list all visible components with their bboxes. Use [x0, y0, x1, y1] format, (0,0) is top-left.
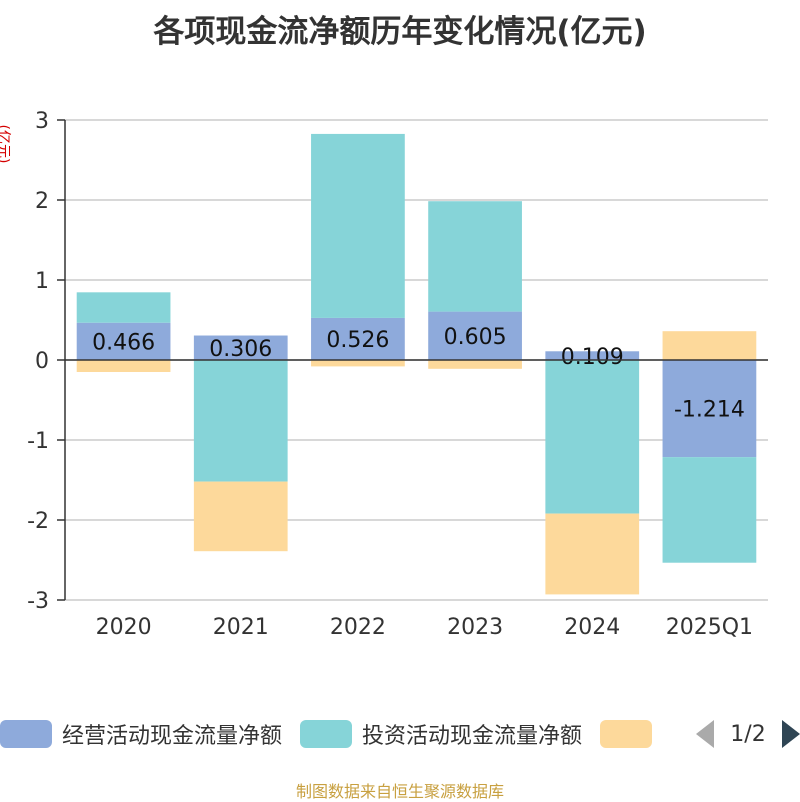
bar-financing-2023[interactable]	[428, 360, 522, 369]
bar-investing-2022[interactable]	[311, 133, 405, 318]
legend-pager: 1/2	[696, 716, 800, 752]
x-tick-label: 2022	[330, 615, 386, 640]
legend-prev-arrow-icon[interactable]	[696, 720, 714, 748]
y-tick-label: 1	[35, 269, 49, 294]
y-tick-label: -2	[27, 509, 49, 534]
bar-financing-2022[interactable]	[311, 360, 405, 367]
chart-svg: 0.466 0.306 0.526 0.605 0.109 -1.214 3 2 1 0 -1 -2…	[27, 109, 768, 640]
bar-operating-2020[interactable]	[76, 322, 171, 360]
bar-financing-2020[interactable]	[76, 360, 171, 372]
legend-swatch-investing	[300, 720, 353, 748]
legend-label-operating: 经营活动现金流量净额	[62, 724, 283, 749]
x-tick-label: 2023	[447, 615, 503, 640]
legend-item-investing[interactable]: 投资活动现金流量净额	[300, 718, 582, 750]
axes: 3 2 1 0 -1 -2 -3 2020 2021 2022 2023 2024 2025Q1	[27, 109, 768, 640]
bar-investing-2024[interactable]	[545, 360, 640, 514]
bar-value-label: -1.214	[674, 398, 745, 423]
x-tick-label: 2021	[213, 615, 269, 640]
bar-operating-2023[interactable]	[428, 311, 522, 360]
y-tick-label: 3	[35, 109, 49, 134]
legend-page-indicator: 1/2	[730, 721, 766, 747]
y-tick-label: 2	[35, 189, 49, 214]
legend: 经营活动现金流量净额 投资活动现金流量净额	[0, 716, 800, 752]
bar-value-label: 0.306	[209, 337, 272, 362]
bar-operating-2021[interactable]	[193, 335, 288, 360]
bars	[76, 133, 757, 595]
bar-financing-2024[interactable]	[545, 513, 640, 595]
legend-label-investing: 投资活动现金流量净额	[362, 724, 583, 749]
bar-financing-2021[interactable]	[193, 481, 288, 552]
source-footer: 制图数据来自恒生聚源数据库	[295, 782, 504, 801]
y-tick-label: -3	[27, 589, 49, 614]
bar-value-label: 0.526	[326, 328, 389, 353]
x-tick-label: 2020	[96, 615, 152, 640]
bar-operating-2025Q1[interactable]	[662, 360, 757, 458]
legend-item-financing[interactable]	[600, 720, 662, 748]
bar-value-label: 0.605	[444, 325, 507, 350]
legend-item-operating[interactable]: 经营活动现金流量净额	[0, 718, 282, 750]
chart-title: 各项现金流净额历年变化情况(亿元)	[153, 14, 647, 50]
bar-value-label: 0.109	[561, 345, 624, 370]
x-tick-label: 2024	[564, 615, 620, 640]
bar-investing-2021[interactable]	[193, 360, 288, 482]
bar-investing-2020[interactable]	[76, 292, 171, 323]
x-tick-label: 2025Q1	[666, 615, 753, 640]
bar-investing-2025Q1[interactable]	[662, 457, 757, 563]
bar-operating-2022[interactable]	[311, 317, 405, 360]
legend-swatch-financing	[600, 720, 653, 748]
bar-value-label: 0.466	[92, 330, 155, 355]
bar-financing-2025Q1[interactable]	[662, 331, 757, 360]
y-tick-label: 0	[35, 349, 49, 374]
bar-operating-2024[interactable]	[545, 351, 640, 360]
bar-investing-2023[interactable]	[428, 201, 522, 312]
bar-labels: 0.466 0.306 0.526 0.605 0.109 -1.214	[92, 325, 745, 423]
legend-next-arrow-icon[interactable]	[782, 720, 800, 748]
y-tick-label: -1	[27, 429, 49, 454]
legend-swatch-operating	[0, 720, 52, 748]
